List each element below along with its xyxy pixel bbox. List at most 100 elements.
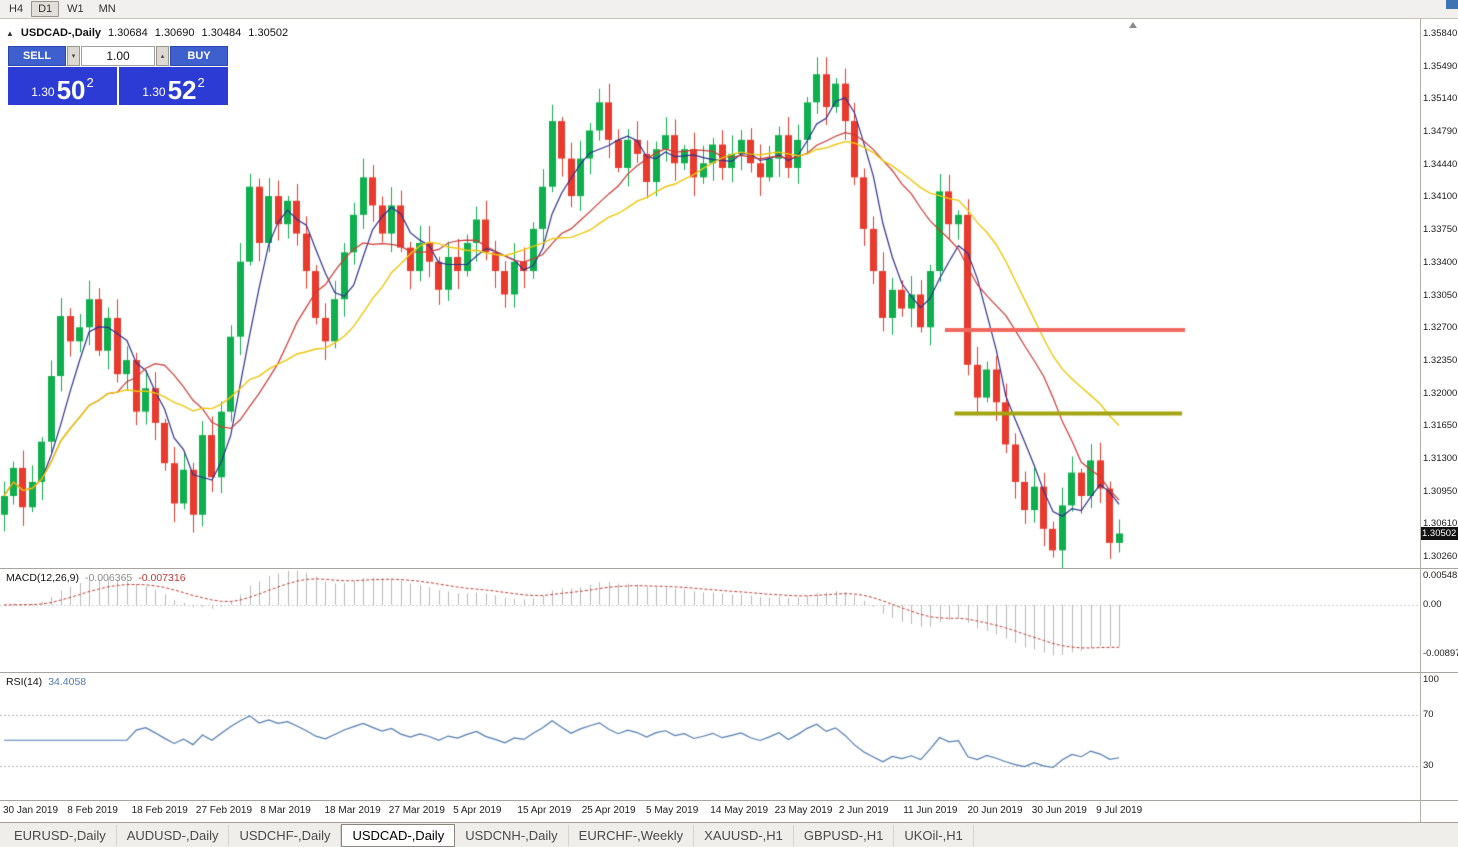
- chart-tab-usdcad-daily[interactable]: USDCAD-,Daily: [341, 823, 456, 847]
- sell-button[interactable]: SELL: [8, 46, 66, 66]
- price-axis-label: 1.31300: [1423, 452, 1458, 464]
- time-axis-label: 30 Jun 2019: [1031, 805, 1087, 816]
- current-price-tag: 1.30502: [1420, 527, 1458, 540]
- buy-price-panel[interactable]: 1.30 52 2: [119, 67, 228, 105]
- macd-axis-zero: 0.00: [1423, 599, 1442, 610]
- timeframe-button-group: H4 D1 W1 MN: [2, 0, 123, 18]
- price-axis-label: 1.32000: [1423, 387, 1458, 399]
- ask-big-digits: 52: [167, 75, 197, 105]
- chart-tab-eurchf-weekly[interactable]: EURCHF-,Weekly: [569, 824, 695, 846]
- time-axis-label: 30 Jan 2019: [3, 805, 59, 816]
- timeframe-button-h4[interactable]: H4: [9, 3, 24, 15]
- price-axis-label: 1.32350: [1423, 354, 1458, 366]
- price-axis-label: 1.35840: [1423, 28, 1458, 39]
- timeframe-button-w1[interactable]: W1: [67, 3, 84, 15]
- chart-title: ▲ USDCAD-,Daily 1.30684 1.30690 1.30484 …: [6, 27, 288, 39]
- rsi-axis-70: 70: [1423, 709, 1434, 720]
- price-axis-label: 1.30610: [1423, 518, 1458, 530]
- chart-shift-marker[interactable]: [1129, 22, 1137, 28]
- volume-increase-button[interactable]: ▴: [156, 46, 169, 66]
- panel-splitter[interactable]: [0, 568, 1458, 569]
- price-axis-label: 1.33400: [1423, 256, 1458, 268]
- bar-low-value: 1.30484: [201, 27, 242, 39]
- window-corner: [1446, 0, 1458, 9]
- time-axis-label: 27 Mar 2019: [388, 805, 445, 816]
- price-axis-label: 1.34100: [1423, 191, 1458, 203]
- chart-tab-usdchf-daily[interactable]: USDCHF-,Daily: [229, 824, 342, 846]
- time-axis-label: 8 Feb 2019: [67, 805, 118, 816]
- chart-tab-audusd-daily[interactable]: AUDUSD-,Daily: [117, 824, 230, 846]
- macd-axis: 0.00548 0.00 -0.00897: [1420, 569, 1458, 672]
- chart-tab-eurusd-daily[interactable]: EURUSD-,Daily: [4, 824, 117, 846]
- macd-label: MACD(12,26,9) -0.006365 -0.007316: [6, 572, 186, 584]
- price-axis-label: 1.34440: [1423, 158, 1458, 170]
- panel-splitter[interactable]: [0, 800, 1458, 801]
- time-axis: 30 Jan 2019 8 Feb 2019 18 Feb 2019 27 Feb 2…: [0, 801, 1458, 822]
- one-click-collapse-icon[interactable]: ▲: [6, 28, 14, 38]
- macd-signal-value: -0.007316: [138, 572, 186, 584]
- chart-tab-usdcnh-daily[interactable]: USDCNH-,Daily: [455, 824, 569, 846]
- time-axis-label: 25 Apr 2019: [581, 805, 636, 816]
- volume-input[interactable]: [81, 46, 155, 66]
- price-axis-label: 1.34790: [1423, 126, 1458, 138]
- price-chart-canvas[interactable]: [0, 19, 1420, 568]
- price-axis-label: 1.30260: [1423, 551, 1458, 563]
- timeframe-button-d1[interactable]: D1: [31, 1, 60, 17]
- macd-panel: MACD(12,26,9) -0.006365 -0.007316 0.0054…: [0, 569, 1458, 672]
- axis-divider: [1420, 19, 1421, 822]
- macd-axis-bottom: -0.00897: [1423, 648, 1458, 659]
- price-axis-label: 1.33050: [1423, 289, 1458, 301]
- ask-pip-digit: 2: [197, 75, 205, 90]
- macd-axis-top: 0.00548: [1423, 570, 1458, 581]
- macd-main-value: -0.006365: [84, 572, 133, 584]
- time-axis-label: 18 Feb 2019: [131, 805, 188, 816]
- chart-symbol-label: USDCAD-,Daily: [20, 27, 101, 39]
- macd-canvas[interactable]: [0, 569, 1420, 672]
- bar-high-value: 1.30690: [154, 27, 195, 39]
- rsi-canvas[interactable]: [0, 673, 1420, 800]
- time-axis-label: 15 Apr 2019: [517, 805, 572, 816]
- bar-close-value: 1.30502: [248, 27, 289, 39]
- bid-prefix: 1.30: [31, 85, 55, 99]
- price-chart-panel: ▲ USDCAD-,Daily 1.30684 1.30690 1.30484 …: [0, 19, 1458, 568]
- rsi-axis-100: 100: [1423, 674, 1439, 685]
- price-axis: 1.30502 1.35840 1.35490 1.35140 1.34790 1.34…: [1420, 19, 1458, 568]
- time-axis-label: 14 May 2019: [710, 805, 769, 816]
- timeframe-button-mn[interactable]: MN: [98, 3, 116, 15]
- price-axis-label: 1.31650: [1423, 420, 1458, 432]
- price-axis-label: 1.32700: [1423, 322, 1458, 334]
- bid-pip-digit: 2: [86, 75, 94, 90]
- time-axis-label: 11 Jun 2019: [903, 805, 958, 816]
- volume-decrease-button[interactable]: ▾: [67, 46, 80, 66]
- time-axis-label: 27 Feb 2019: [195, 805, 253, 816]
- bar-open-value: 1.30684: [108, 27, 148, 39]
- chart-tab-ukoil-h1[interactable]: UKOil-,H1: [894, 824, 974, 846]
- rsi-label: RSI(14) 34.4058: [6, 676, 86, 688]
- sell-price-panel[interactable]: 1.30 50 2: [8, 67, 117, 105]
- time-axis-label: 23 May 2019: [774, 805, 833, 816]
- time-axis-label: 20 Jun 2019: [967, 805, 1023, 816]
- time-axis-label: 18 Mar 2019: [324, 805, 381, 816]
- chart-tab-xauusd-h1[interactable]: XAUUSD-,H1: [694, 824, 794, 846]
- rsi-panel: RSI(14) 34.4058 100 70 30: [0, 673, 1458, 800]
- price-axis-label: 1.30950: [1423, 485, 1458, 497]
- chart-tab-bar: EURUSD-,Daily AUDUSD-,Daily USDCHF-,Daily U…: [0, 822, 1458, 847]
- time-axis-label: 8 Mar 2019: [260, 805, 311, 816]
- time-axis-label: 5 Apr 2019: [453, 805, 502, 816]
- price-axis-label: 1.35140: [1423, 93, 1458, 105]
- time-axis-label: 2 Jun 2019: [838, 805, 889, 816]
- ask-prefix: 1.30: [142, 85, 166, 99]
- panel-splitter[interactable]: [0, 672, 1458, 673]
- price-axis-label: 1.35490: [1423, 60, 1458, 72]
- chart-tab-gbpusd-h1[interactable]: GBPUSD-,H1: [794, 824, 895, 846]
- buy-button[interactable]: BUY: [170, 46, 228, 66]
- rsi-name: RSI(14): [6, 676, 43, 688]
- macd-name: MACD(12,26,9): [6, 572, 79, 584]
- rsi-axis: 100 70 30: [1420, 673, 1458, 800]
- bid-big-digits: 50: [56, 75, 86, 105]
- rsi-value: 34.4058: [48, 676, 87, 688]
- timeframe-toolbar: H4 D1 W1 MN: [0, 0, 1458, 19]
- price-axis-label: 1.33750: [1423, 224, 1458, 236]
